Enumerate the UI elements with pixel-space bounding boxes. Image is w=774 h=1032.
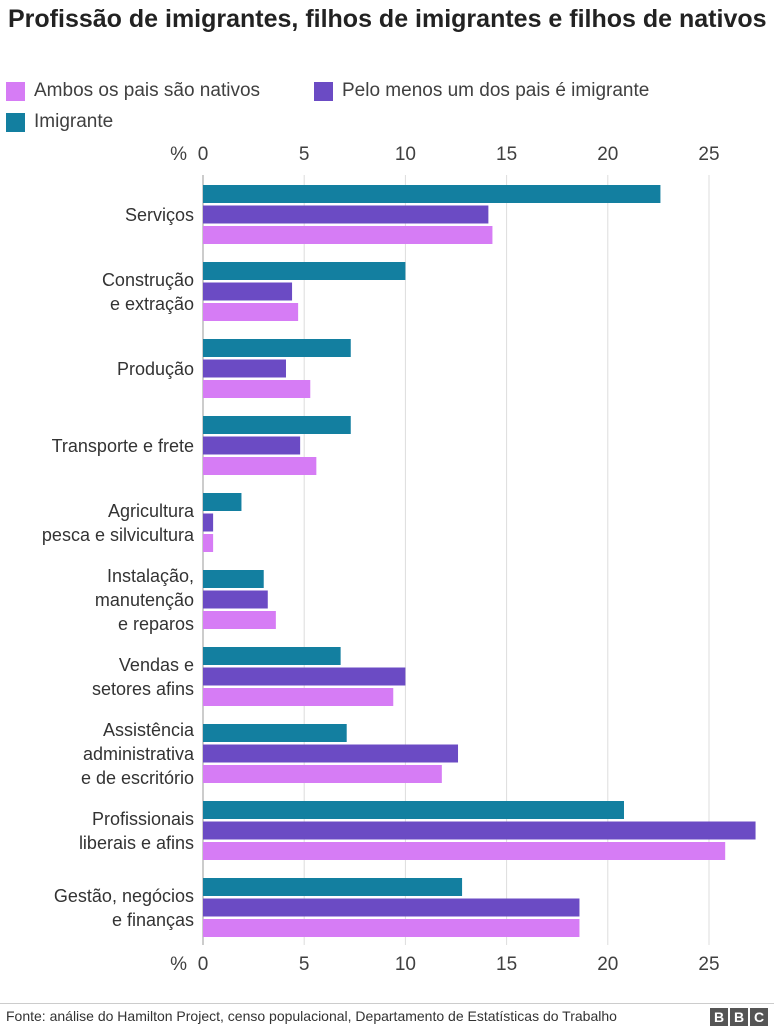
x-tick-label: 10 — [395, 144, 416, 165]
x-tick-label: 20 — [597, 954, 618, 975]
footer-divider — [0, 1003, 774, 1004]
bar — [203, 842, 726, 860]
bar — [203, 457, 317, 475]
bar — [203, 611, 276, 629]
bar — [203, 205, 489, 224]
category-label: Agricultura — [108, 501, 195, 521]
legend-swatch — [314, 81, 333, 101]
category-label: administrativa — [83, 744, 195, 764]
unit-label: % — [170, 144, 187, 165]
bar — [203, 359, 286, 378]
bar — [203, 436, 301, 455]
category-label: manutenção — [95, 590, 194, 610]
bar — [203, 744, 459, 763]
bar — [203, 380, 311, 398]
category-label: Gestão, negócios — [54, 886, 194, 906]
bar — [203, 590, 268, 609]
bar — [203, 667, 406, 686]
x-tick-label: 20 — [597, 144, 618, 165]
category-label: Transporte e frete — [52, 436, 194, 456]
x-tick-label: 10 — [395, 954, 416, 975]
unit-label: % — [170, 954, 187, 975]
category-label: Produção — [117, 359, 194, 379]
bar — [203, 226, 493, 244]
x-tick-label: 25 — [698, 954, 719, 975]
legend-item-pelo-menos: Pelo menos um dos pais é imigrante — [314, 80, 649, 102]
bar — [203, 688, 394, 706]
x-tick-label: 25 — [698, 144, 719, 165]
x-tick-label: 5 — [299, 954, 310, 975]
legend-label: Pelo menos um dos pais é imigrante — [342, 80, 650, 101]
category-label: e finanças — [112, 910, 194, 930]
category-label: Assistência — [103, 720, 195, 740]
plot-area: 0 0 5 5 10 10 15 15 20 20 25 25%% Serviços Construção… — [42, 144, 756, 975]
category-label: Serviços — [125, 205, 194, 225]
bar — [203, 282, 293, 301]
bar — [203, 878, 463, 896]
x-tick-label: 15 — [496, 144, 517, 165]
legend-item-ambos: Ambos os pais são nativos — [6, 80, 260, 102]
category-label: Vendas e — [119, 655, 194, 675]
category-label: Construção — [102, 270, 194, 290]
legend-swatch — [6, 81, 25, 101]
legend-item-imigrante: Imigrante — [6, 111, 113, 133]
category-label: pesca e silvicultura — [42, 525, 195, 545]
bar — [203, 513, 214, 532]
bar — [203, 801, 624, 819]
chart-title: Profissão de imigrantes, filhos de imigr… — [8, 5, 767, 33]
category-label: Instalação, — [107, 566, 194, 586]
bar — [203, 339, 351, 357]
bar — [203, 919, 580, 937]
bar — [203, 821, 756, 840]
category-label: setores afins — [92, 679, 194, 699]
category-label: e reparos — [118, 614, 194, 634]
bar — [203, 647, 341, 665]
bar — [203, 724, 347, 742]
legend-label: Ambos os pais são nativos — [34, 80, 261, 101]
x-tick-label: 5 — [299, 144, 310, 165]
category-label: liberais e afins — [79, 833, 194, 853]
category-label: e de escritório — [81, 768, 194, 788]
x-tick-label: 0 — [198, 954, 209, 975]
bar — [203, 303, 299, 321]
bar — [203, 765, 442, 783]
bar — [203, 262, 406, 280]
bar — [203, 570, 264, 588]
bar — [203, 185, 661, 203]
bar — [203, 416, 351, 434]
bar — [203, 493, 242, 511]
bar — [203, 534, 214, 552]
source-note: Fonte: análise do Hamilton Project, cens… — [6, 1008, 617, 1024]
x-tick-label: 15 — [496, 954, 517, 975]
x-tick-label: 0 — [198, 144, 209, 165]
legend-label: Imigrante — [34, 111, 114, 132]
bar — [203, 898, 580, 917]
legend-swatch — [6, 112, 25, 132]
category-label: e extração — [110, 294, 194, 314]
category-label: Profissionais — [92, 809, 194, 829]
